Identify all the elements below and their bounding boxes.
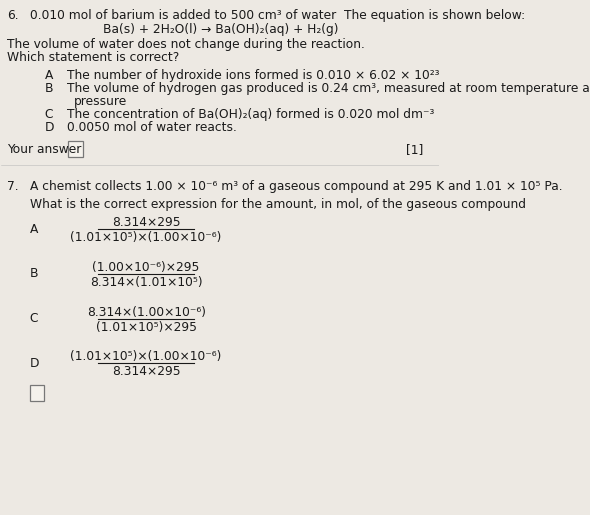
Text: 0.0050 mol of water reacts.: 0.0050 mol of water reacts.	[67, 121, 237, 134]
Text: What is the correct expression for the amount, in mol, of the gaseous compound: What is the correct expression for the a…	[30, 198, 526, 211]
Text: 0.010 mol of barium is added to 500 cm³ of water  The equation is shown below:: 0.010 mol of barium is added to 500 cm³ …	[30, 9, 525, 22]
Text: 6.: 6.	[7, 9, 19, 22]
Text: D: D	[44, 121, 54, 134]
Text: (1.01×10⁵)×(1.00×10⁻⁶): (1.01×10⁵)×(1.00×10⁻⁶)	[70, 231, 222, 244]
Text: 8.314×(1.01×10⁵): 8.314×(1.01×10⁵)	[90, 276, 202, 289]
Text: (1.00×10⁻⁶)×295: (1.00×10⁻⁶)×295	[93, 261, 200, 274]
Text: 8.314×(1.00×10⁻⁶): 8.314×(1.00×10⁻⁶)	[87, 306, 206, 319]
Bar	[30, 385, 44, 401]
Text: C: C	[30, 312, 38, 325]
Text: 7.: 7.	[7, 180, 19, 194]
Text: Ba(s) + 2H₂O(l) → Ba(OH)₂(aq) + H₂(g): Ba(s) + 2H₂O(l) → Ba(OH)₂(aq) + H₂(g)	[103, 23, 338, 36]
Text: Which statement is correct?: Which statement is correct?	[7, 51, 179, 64]
Text: B: B	[44, 82, 53, 95]
Text: D: D	[30, 357, 39, 370]
Text: (1.01×10⁵)×295: (1.01×10⁵)×295	[96, 321, 196, 334]
Text: The concentration of Ba(OH)₂(aq) formed is 0.020 mol dm⁻³: The concentration of Ba(OH)₂(aq) formed …	[67, 108, 434, 121]
Text: pressure: pressure	[74, 95, 127, 108]
Bar	[68, 141, 83, 157]
Text: 8.314×295: 8.314×295	[112, 216, 181, 229]
Text: A: A	[30, 222, 38, 236]
Text: The volume of water does not change during the reaction.: The volume of water does not change duri…	[7, 38, 365, 51]
Text: A chemist collects 1.00 × 10⁻⁶ m³ of a gaseous compound at 295 K and 1.01 × 10⁵ : A chemist collects 1.00 × 10⁻⁶ m³ of a g…	[30, 180, 562, 194]
Text: B: B	[30, 267, 38, 280]
Text: C: C	[44, 108, 53, 121]
Text: 8.314×295: 8.314×295	[112, 366, 181, 379]
Text: A: A	[44, 69, 53, 82]
Text: [1]: [1]	[406, 143, 423, 156]
Text: The volume of hydrogen gas produced is 0.24 cm³, measured at room temperature an: The volume of hydrogen gas produced is 0…	[67, 82, 590, 95]
Text: Your answer: Your answer	[7, 143, 81, 156]
Text: (1.01×10⁵)×(1.00×10⁻⁶): (1.01×10⁵)×(1.00×10⁻⁶)	[70, 351, 222, 364]
Text: The number of hydroxide ions formed is 0.010 × 6.02 × 10²³: The number of hydroxide ions formed is 0…	[67, 69, 439, 82]
